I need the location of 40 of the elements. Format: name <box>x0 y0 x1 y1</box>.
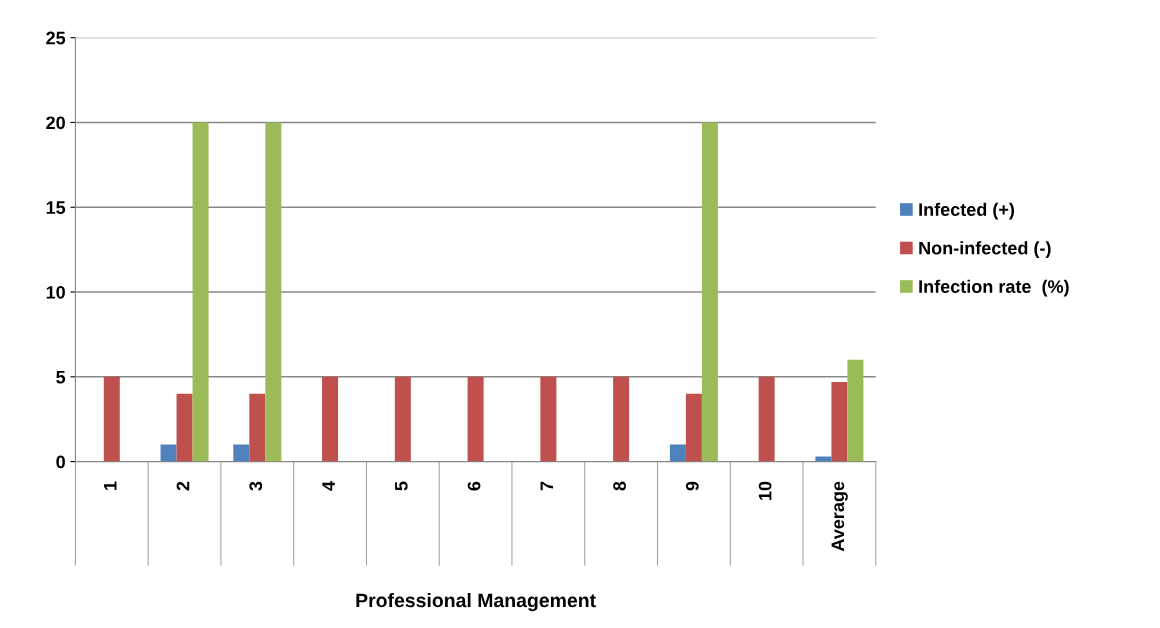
bar <box>233 444 250 462</box>
bar <box>847 359 864 462</box>
bar <box>322 376 339 462</box>
x-tick-label: 3 <box>249 481 263 491</box>
x-tick-label: 7 <box>540 481 554 491</box>
y-tick-label: 25 <box>46 31 66 45</box>
y-tick-label: 10 <box>46 285 65 299</box>
x-tick-label: 6 <box>467 481 481 491</box>
x-tick-label: 4 <box>322 481 335 491</box>
legend-label: Non-infected (-) <box>919 241 1051 259</box>
y-tick-label: 5 <box>56 370 66 384</box>
bar <box>685 393 702 462</box>
y-tick-label: 0 <box>56 455 65 469</box>
bar <box>701 122 718 462</box>
bar <box>758 376 775 462</box>
bar <box>467 376 484 462</box>
x-tick-label: Average <box>831 481 848 552</box>
x-tick-label: 2 <box>176 481 190 491</box>
bar <box>103 376 120 462</box>
x-tick-label: 1 <box>104 481 117 490</box>
bar <box>831 381 848 462</box>
bar <box>669 444 686 462</box>
y-tick-label: 20 <box>46 116 65 130</box>
legend-label: Infection rate (%) <box>919 279 1069 297</box>
x-tick-label: 5 <box>395 481 408 491</box>
x-tick-label: 8 <box>613 481 626 491</box>
bar <box>192 122 209 462</box>
bar <box>613 376 630 462</box>
y-tick-label: 15 <box>46 201 66 214</box>
bar <box>249 393 266 462</box>
bar <box>160 444 177 462</box>
x-tick-label: 10 <box>758 481 772 500</box>
bar <box>394 376 411 462</box>
bar <box>815 456 832 462</box>
x-axis-title: Professional Management <box>356 592 596 612</box>
x-tick-label: 9 <box>685 481 699 491</box>
bar <box>265 122 282 462</box>
bar <box>540 376 557 462</box>
legend-label: Infected (+) <box>919 202 1015 220</box>
bar <box>176 393 193 462</box>
